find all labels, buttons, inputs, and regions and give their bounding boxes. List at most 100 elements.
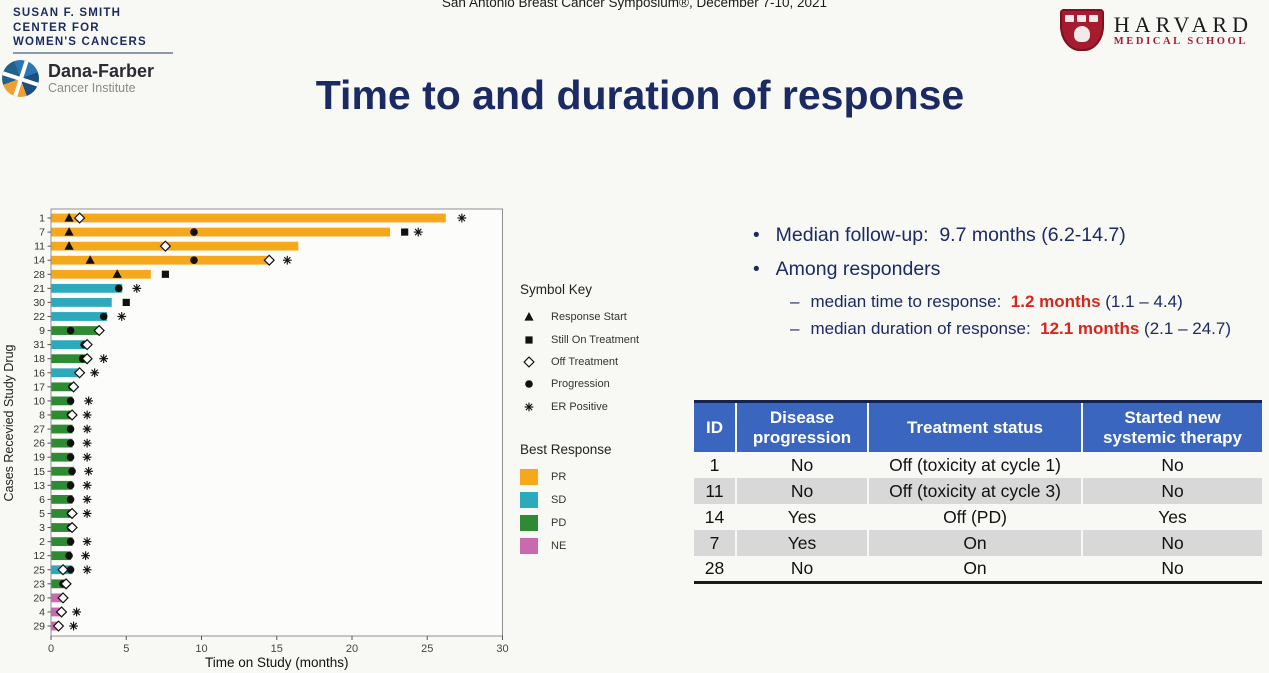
svg-text:17: 17 <box>33 381 45 393</box>
dana-farber-subtitle: Cancer Institute <box>48 81 136 95</box>
best-response-items: PR SD PD NE <box>520 466 690 558</box>
best-response-item: SD <box>520 489 690 512</box>
best-response-item: PD <box>520 512 690 535</box>
smith-center-logo-text: SUSAN F. SMITH CENTER FOR WOMEN'S CANCER… <box>13 6 147 50</box>
symbol-key-title: Symbol Key <box>520 282 593 297</box>
svg-text:27: 27 <box>33 424 45 436</box>
svg-text:15: 15 <box>33 466 45 478</box>
table-header-row: ID Disease progression Treatment status … <box>694 401 1262 453</box>
symbol-key-item: ER Positive <box>520 396 690 418</box>
svg-text:8: 8 <box>39 409 45 421</box>
harvard-subtitle: MEDICAL SCHOOL <box>1113 36 1248 47</box>
symbol-key-item: Still On Treatment <box>520 328 690 350</box>
symbol-key-label: Progression <box>551 378 610 391</box>
svg-text:0: 0 <box>48 643 54 655</box>
swimmer-plot: 1711142821302293118161710827261915136532… <box>2 208 509 670</box>
bullet-time-to-response: median time to response: 1.2 months (1.1… <box>790 292 1269 312</box>
smith-line1: SUSAN F. SMITH <box>13 7 122 19</box>
color-swatch <box>520 469 538 486</box>
bullet-median-followup: Median follow-up: 9.7 months (6.2-14.7) <box>753 224 1269 247</box>
best-response-title: Best Response <box>520 441 612 457</box>
header-treatment-status: Treatment status <box>867 401 1083 453</box>
dana-farber-name: Dana-Farber <box>48 61 155 81</box>
svg-text:20: 20 <box>346 643 358 655</box>
svg-text:5: 5 <box>123 643 129 655</box>
color-swatch <box>520 492 538 509</box>
color-swatch <box>520 515 538 532</box>
smith-underline <box>13 52 173 54</box>
harvard-shield-icon <box>1059 9 1104 51</box>
best-response-label: PR <box>551 471 567 484</box>
svg-text:14: 14 <box>33 255 45 267</box>
svg-text:22: 22 <box>33 311 45 323</box>
svg-text:29: 29 <box>33 621 45 633</box>
table-row: 14 Yes Off (PD) Yes <box>694 504 1262 531</box>
conference-line: San Antonio Breast Cancer Symposium®, De… <box>441 0 828 10</box>
svg-text:25: 25 <box>33 564 45 576</box>
svg-text:Time on Study (months): Time on Study (months) <box>205 655 349 670</box>
chart-legend: Symbol Key Response Start Still On Treatm… <box>520 282 690 558</box>
summary-notes: Median follow-up: 9.7 months (6.2-14.7) … <box>753 224 1269 346</box>
symbol-key-label: Response Start <box>551 311 627 324</box>
svg-text:3: 3 <box>39 522 45 534</box>
svg-text:2: 2 <box>39 536 45 548</box>
svg-text:31: 31 <box>33 339 45 351</box>
svg-text:16: 16 <box>33 367 45 379</box>
symbol-key-item: Progression <box>520 373 690 395</box>
best-response-item: NE <box>520 535 690 558</box>
svg-text:18: 18 <box>33 353 45 365</box>
color-swatch <box>520 538 538 555</box>
best-response-label: NE <box>551 540 567 553</box>
asterisk-marker-icon <box>524 402 534 412</box>
harvard-name: HARVARD <box>1113 12 1253 37</box>
svg-text:26: 26 <box>33 438 45 450</box>
best-response-item: PR <box>520 466 690 489</box>
table-row: 1 No Off (toxicity at cycle 1) No <box>694 452 1262 479</box>
table-row: 11 No Off (toxicity at cycle 3) No <box>694 478 1262 505</box>
symbol-key-item: Response Start <box>520 306 690 328</box>
diamond-marker-icon <box>523 356 535 368</box>
svg-text:4: 4 <box>39 606 45 618</box>
svg-text:Cases Recevied Study Drug: Cases Recevied Study Drug <box>2 344 16 501</box>
smith-line2: CENTER FOR <box>13 21 100 34</box>
circle-marker-icon <box>525 380 533 389</box>
svg-text:23: 23 <box>33 578 45 590</box>
page-title: Time to and duration of response <box>315 72 965 118</box>
square-marker-icon <box>525 335 533 344</box>
table-row: 7 Yes On No <box>694 530 1262 557</box>
svg-text:13: 13 <box>33 480 45 492</box>
svg-text:6: 6 <box>39 494 45 506</box>
svg-text:25: 25 <box>421 643 433 655</box>
svg-text:20: 20 <box>33 592 45 604</box>
symbol-key-item: Off Treatment <box>520 351 690 373</box>
best-response-label: SD <box>551 494 567 507</box>
svg-text:7: 7 <box>39 227 45 239</box>
dana-farber-pinwheel-icon <box>2 60 39 97</box>
header-id: ID <box>694 401 737 453</box>
svg-text:28: 28 <box>33 269 45 281</box>
bullet-among-responders: Among responders <box>753 258 1269 281</box>
symbol-key-label: Off Treatment <box>551 355 619 368</box>
responder-status-table: ID Disease progression Treatment status … <box>694 400 1262 584</box>
svg-text:19: 19 <box>33 452 45 464</box>
bullet-duration-of-response: median duration of response: 12.1 months… <box>790 319 1269 339</box>
svg-text:15: 15 <box>271 643 283 655</box>
svg-text:30: 30 <box>33 297 45 309</box>
svg-text:30: 30 <box>496 643 508 655</box>
symbol-key-label: ER Positive <box>551 400 608 413</box>
header-disease-progression: Disease progression <box>735 401 869 453</box>
smith-line3: WOMEN'S CANCERS <box>13 36 147 48</box>
svg-text:1: 1 <box>39 213 45 225</box>
best-response-label: PD <box>551 517 567 530</box>
triangle-marker-icon <box>524 312 534 321</box>
svg-text:11: 11 <box>34 241 45 253</box>
symbol-key-label: Still On Treatment <box>551 333 640 346</box>
table-row: 28 No On No <box>694 556 1262 583</box>
svg-text:5: 5 <box>39 508 45 520</box>
svg-text:21: 21 <box>33 283 45 295</box>
svg-text:12: 12 <box>33 550 45 562</box>
symbol-key-items: Response Start Still On Treatment Off Trea… <box>520 306 690 418</box>
harvard-logo: HARVARD MEDICAL SCHOOL <box>1059 9 1253 51</box>
svg-text:9: 9 <box>39 325 45 337</box>
